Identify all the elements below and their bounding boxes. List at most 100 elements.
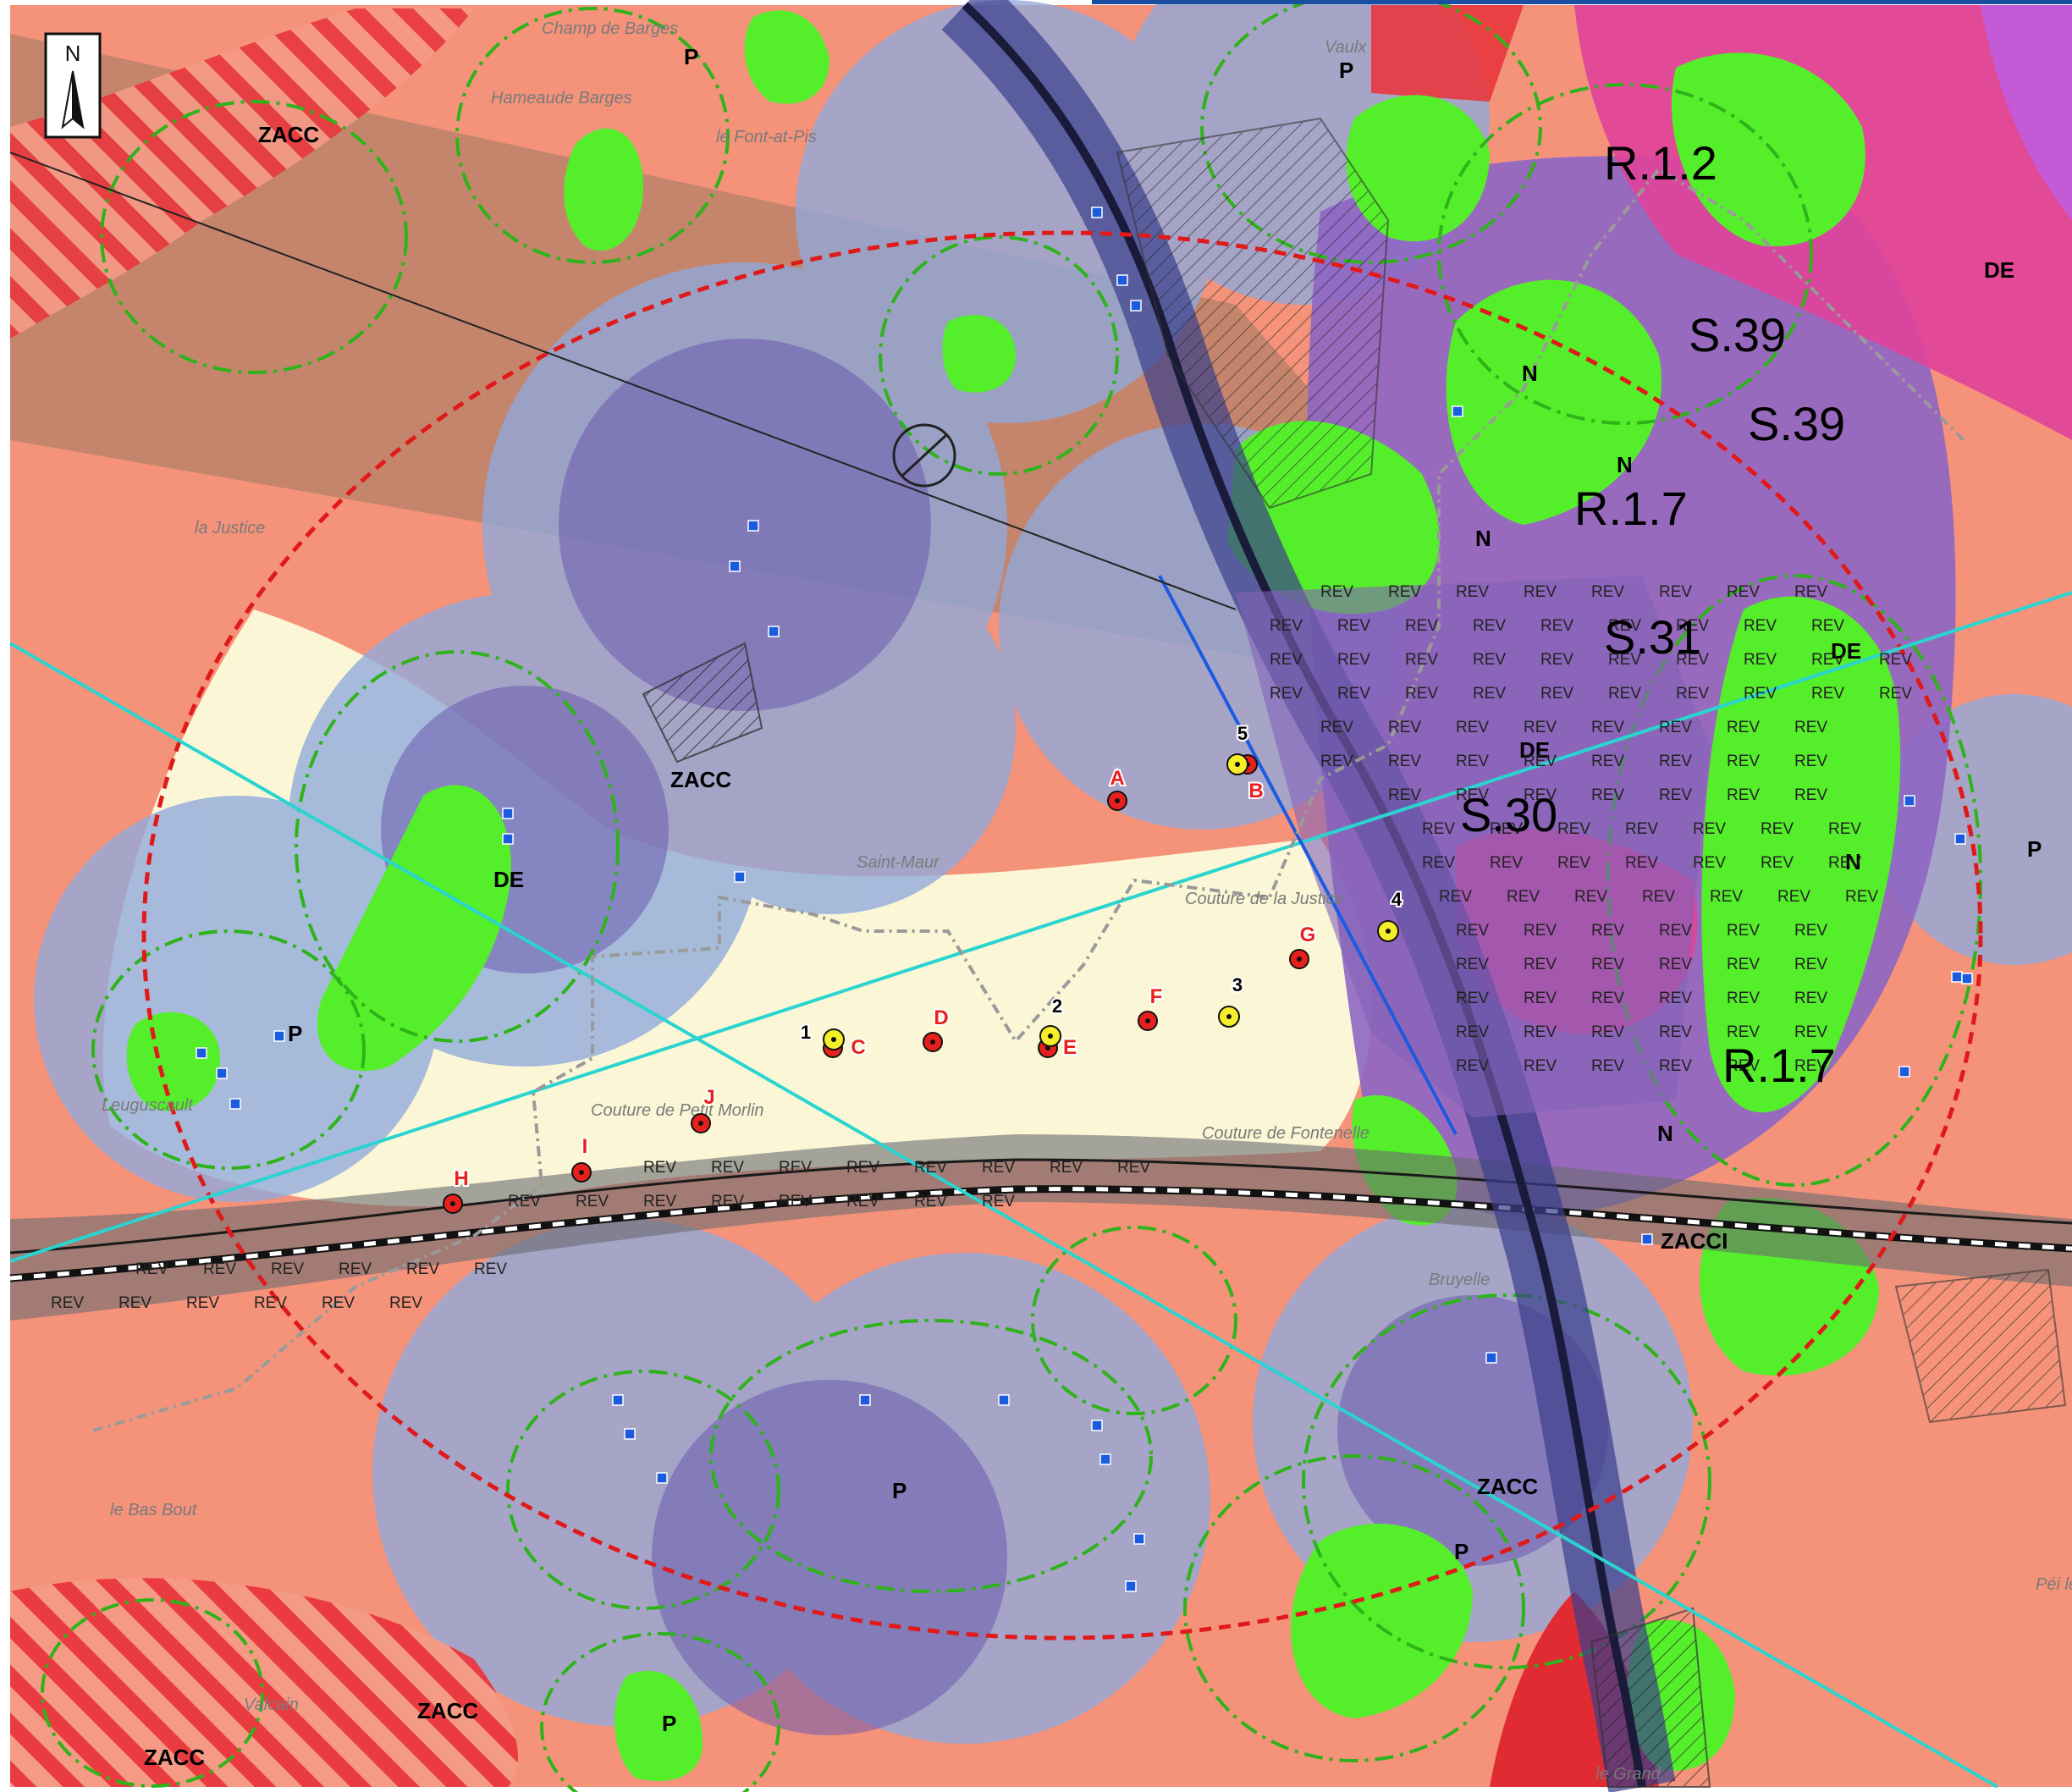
rev-label: REV: [1524, 956, 1557, 973]
rev-label: REV: [1405, 685, 1438, 703]
rev-label: REV: [1473, 617, 1506, 635]
point-A[interactable]: A: [1107, 765, 1127, 811]
rev-label: REV: [1473, 685, 1506, 703]
point-J[interactable]: J: [691, 1084, 717, 1133]
rev-label: REV: [339, 1260, 372, 1278]
rev-label: REV: [1794, 956, 1827, 973]
zone-label: DE: [1519, 737, 1550, 763]
north-label: N: [65, 41, 81, 66]
rev-label: REV: [1490, 820, 1523, 838]
rev-label: REV: [1388, 786, 1421, 804]
rev-label: REV: [1693, 820, 1726, 838]
point-label: A: [1110, 767, 1124, 790]
rev-label: REV: [508, 1193, 541, 1210]
point-label: D: [934, 1006, 948, 1029]
rev-label: REV: [1591, 1023, 1624, 1041]
rev-label: REV: [1744, 617, 1777, 635]
rev-label: REV: [1270, 685, 1303, 703]
rev-label: REV: [1608, 617, 1641, 635]
point-G[interactable]: G: [1289, 922, 1317, 969]
green-dashed-buffers: [41, 0, 1982, 1792]
point-4[interactable]: 4: [1377, 887, 1404, 942]
rev-label: REV: [1337, 617, 1370, 635]
point-H[interactable]: H: [443, 1166, 471, 1214]
point-label: 4: [1391, 889, 1402, 910]
rev-label: REV: [1456, 583, 1489, 601]
point-3[interactable]: 3: [1218, 973, 1244, 1028]
rev-label: REV: [203, 1260, 236, 1278]
big-label: S.30: [1460, 788, 1557, 841]
rev-label: REV: [1320, 753, 1353, 770]
yellow-points[interactable]: 1 2 3 4 5: [799, 721, 1404, 1050]
rev-label: REV: [1524, 1057, 1557, 1075]
rev-label: REV: [1794, 786, 1827, 804]
cyan-line-2: [9, 642, 1998, 1789]
point-1[interactable]: 1: [799, 1020, 845, 1050]
rev-label: REV: [389, 1294, 422, 1312]
place-name: Bruyelle: [1429, 1271, 1490, 1289]
point-5[interactable]: 5: [1226, 721, 1249, 775]
road-line: [9, 1158, 2072, 1254]
hatched-areas: [642, 117, 2067, 1788]
point-label: F: [1150, 985, 1163, 1008]
zone-violet-ne: [1981, 5, 2072, 220]
big-labels: R.1.2 S.39 S.39 R.1.7 S.31 S.30 R.1.7: [1460, 136, 1845, 1092]
zone-label: P: [1454, 1539, 1469, 1564]
rev-label: REV: [1744, 685, 1777, 703]
rev-label: REV: [135, 1260, 168, 1278]
rev-label: REV: [643, 1193, 676, 1210]
rev-label: REV: [643, 1159, 676, 1177]
rev-label: REV: [1676, 685, 1709, 703]
point-label: G: [1300, 924, 1316, 946]
rev-label: REV: [914, 1159, 947, 1177]
big-label: S.31: [1604, 610, 1701, 664]
rev-label: REV: [982, 1159, 1015, 1177]
rev-label: REV: [1608, 685, 1641, 703]
rev-label: REV: [1727, 922, 1760, 940]
rev-label: REV: [846, 1193, 879, 1210]
point-2[interactable]: 2: [1039, 994, 1064, 1047]
zone-label: ZACC: [417, 1698, 478, 1723]
rev-label: REV: [779, 1193, 812, 1210]
rev-label: REV: [1727, 990, 1760, 1007]
red-points[interactable]: A B C D E F G H I J: [443, 754, 1317, 1214]
rev-label: REV: [1456, 1057, 1489, 1075]
zone-label: ZACCI: [1661, 1228, 1728, 1254]
rev-label: REV: [118, 1294, 152, 1312]
rev-label: REV: [1794, 719, 1827, 736]
point-label: I: [582, 1135, 588, 1158]
point-I[interactable]: I: [571, 1133, 592, 1183]
point-D[interactable]: D: [923, 1005, 951, 1052]
zone-label: N: [1657, 1121, 1673, 1146]
zone-label: ZACC: [1477, 1474, 1538, 1499]
place-name: Couture de Petit Morlin: [591, 1101, 764, 1120]
rev-label: REV: [1794, 753, 1827, 770]
rev-label: REV: [1727, 1057, 1760, 1075]
zone-label: ZACC: [144, 1745, 205, 1770]
zone-label: P: [892, 1478, 906, 1503]
rev-label: REV: [51, 1294, 84, 1312]
rev-label: REV: [1439, 888, 1472, 906]
zone-label: DE: [493, 867, 524, 892]
zone-label: ZACC: [258, 122, 319, 147]
rev-label: REV: [1794, 1057, 1827, 1075]
rev-label: REV: [1811, 617, 1844, 635]
rev-label: REV: [1659, 719, 1692, 736]
big-label: S.39: [1748, 397, 1845, 450]
big-label: R.1.7: [1574, 482, 1688, 535]
rev-label: REV: [1388, 719, 1421, 736]
zone-label: P: [684, 44, 698, 69]
rev-label: REV: [1625, 854, 1658, 872]
zone-label: DE: [1984, 257, 2014, 283]
point-F[interactable]: F: [1138, 984, 1164, 1031]
rev-label: REV: [1727, 786, 1760, 804]
rev-label: REV: [1591, 753, 1624, 770]
place-names: Champ de Barges Hameaude Barges le Font-…: [102, 19, 2072, 1784]
rev-label: REV: [1591, 719, 1624, 736]
rev-label: REV: [1540, 617, 1573, 635]
place-name: Couture de la Justice: [1185, 890, 1344, 908]
rev-label: REV: [1659, 956, 1692, 973]
rev-label: REV: [1388, 753, 1421, 770]
rev-label: REV: [1591, 786, 1624, 804]
